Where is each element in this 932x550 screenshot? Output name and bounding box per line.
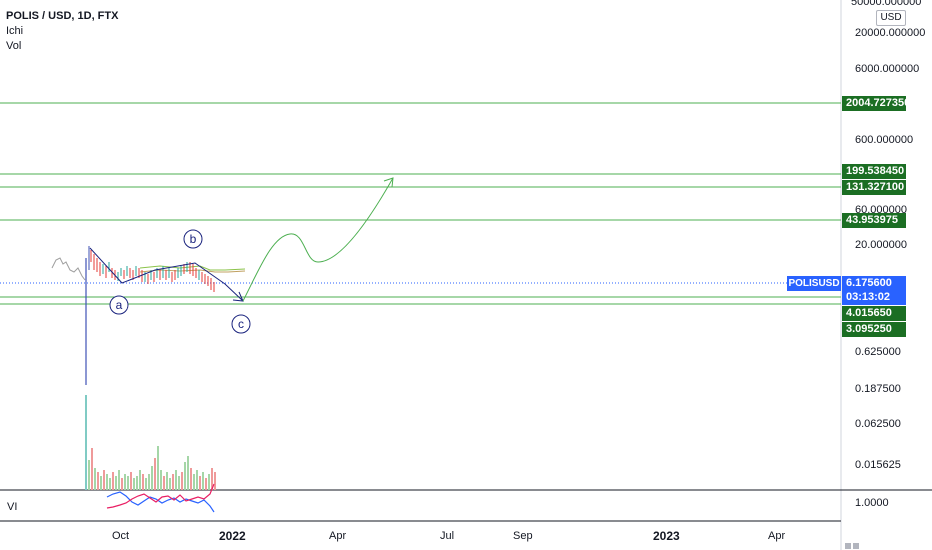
- current-price-tag[interactable]: 6.175600: [842, 276, 906, 291]
- axis-label: 20.000000: [855, 239, 907, 251]
- level-tag-3[interactable]: 3.095250: [842, 322, 906, 337]
- svg-text:b: b: [190, 232, 197, 246]
- countdown-tag: 03:13:02: [842, 290, 906, 305]
- symbol-price-tag[interactable]: POLISUSD: [787, 276, 841, 291]
- vi-scale-label: 1.0000: [855, 497, 889, 509]
- chart-legend: POLIS / USD, 1D, FTX Ichi Vol: [6, 9, 118, 54]
- axis-label: 50000.000000: [851, 0, 922, 8]
- projection-arrow-head: [383, 177, 394, 188]
- level-tag-4[interactable]: 4.015650: [842, 306, 906, 321]
- indicator-ichimoku-label[interactable]: Ichi: [6, 25, 24, 37]
- vortex-indicator-label[interactable]: VI: [7, 501, 18, 513]
- time-label: Apr: [329, 530, 347, 542]
- axis-label: 20000.000000: [855, 27, 926, 39]
- horizontal-level-lines[interactable]: [0, 102, 841, 305]
- svg-text:c: c: [238, 317, 244, 331]
- time-label: 2023: [653, 529, 680, 543]
- time-label: Sep: [513, 530, 533, 542]
- wave-label-c[interactable]: c: [231, 314, 251, 334]
- wave-label-a[interactable]: a: [109, 295, 129, 315]
- candlesticks: [90, 250, 215, 292]
- time-label: Oct: [112, 530, 130, 542]
- axis-label: 0.062500: [855, 418, 901, 430]
- time-label: Jul: [440, 530, 455, 542]
- vortex-minus-line: [106, 483, 215, 509]
- level-tag-131[interactable]: 131.327100: [842, 180, 906, 195]
- axis-label: 0.187500: [855, 383, 901, 395]
- axis-label: 600.000000: [855, 134, 914, 146]
- svg-text:a: a: [116, 298, 123, 312]
- symbol-title[interactable]: POLIS / USD, 1D, FTX: [6, 10, 119, 22]
- wave-label-b[interactable]: b: [183, 229, 203, 249]
- level-tag-2004[interactable]: 2004.727350: [842, 96, 910, 111]
- elliott-wave-path[interactable]: [89, 247, 244, 302]
- level-tag-199[interactable]: 199.538450: [842, 164, 906, 179]
- axis-label: 6000.000000: [855, 63, 920, 75]
- price-history-line: [51, 257, 86, 281]
- time-label: 2022: [219, 529, 246, 543]
- currency-button[interactable]: USD: [876, 10, 906, 26]
- level-tag-43[interactable]: 43.953975: [842, 213, 906, 228]
- time-label: Apr: [768, 530, 786, 542]
- projection-curve[interactable]: [242, 177, 394, 302]
- axis-label: 0.625000: [855, 346, 901, 358]
- scroll-to-realtime-icon[interactable]: [842, 533, 872, 550]
- axis-label: 0.015625: [855, 459, 901, 471]
- indicator-volume-label[interactable]: Vol: [6, 40, 22, 52]
- volume-bars: [85, 395, 216, 490]
- vortex-plus-line: [106, 491, 215, 513]
